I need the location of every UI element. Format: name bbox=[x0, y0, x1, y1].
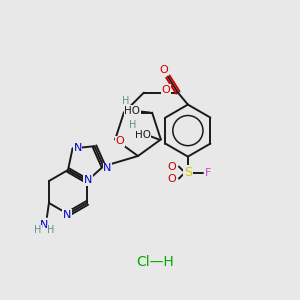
Text: H: H bbox=[122, 96, 130, 106]
Text: O: O bbox=[167, 174, 176, 184]
Text: O: O bbox=[167, 162, 176, 172]
Text: HO: HO bbox=[135, 130, 151, 140]
Text: O: O bbox=[116, 136, 124, 146]
Text: N: N bbox=[40, 220, 48, 230]
Text: O: O bbox=[160, 64, 168, 75]
Text: N: N bbox=[63, 210, 71, 220]
Text: H: H bbox=[129, 120, 136, 130]
Text: H: H bbox=[34, 225, 42, 235]
Text: HO: HO bbox=[124, 106, 140, 116]
Text: F: F bbox=[205, 168, 211, 178]
Text: S: S bbox=[184, 166, 192, 179]
Text: N: N bbox=[84, 175, 92, 185]
Text: N: N bbox=[103, 163, 112, 173]
Text: N: N bbox=[74, 143, 82, 154]
Text: H: H bbox=[47, 225, 55, 235]
Text: Cl—H: Cl—H bbox=[136, 255, 174, 269]
Text: O: O bbox=[161, 85, 170, 94]
